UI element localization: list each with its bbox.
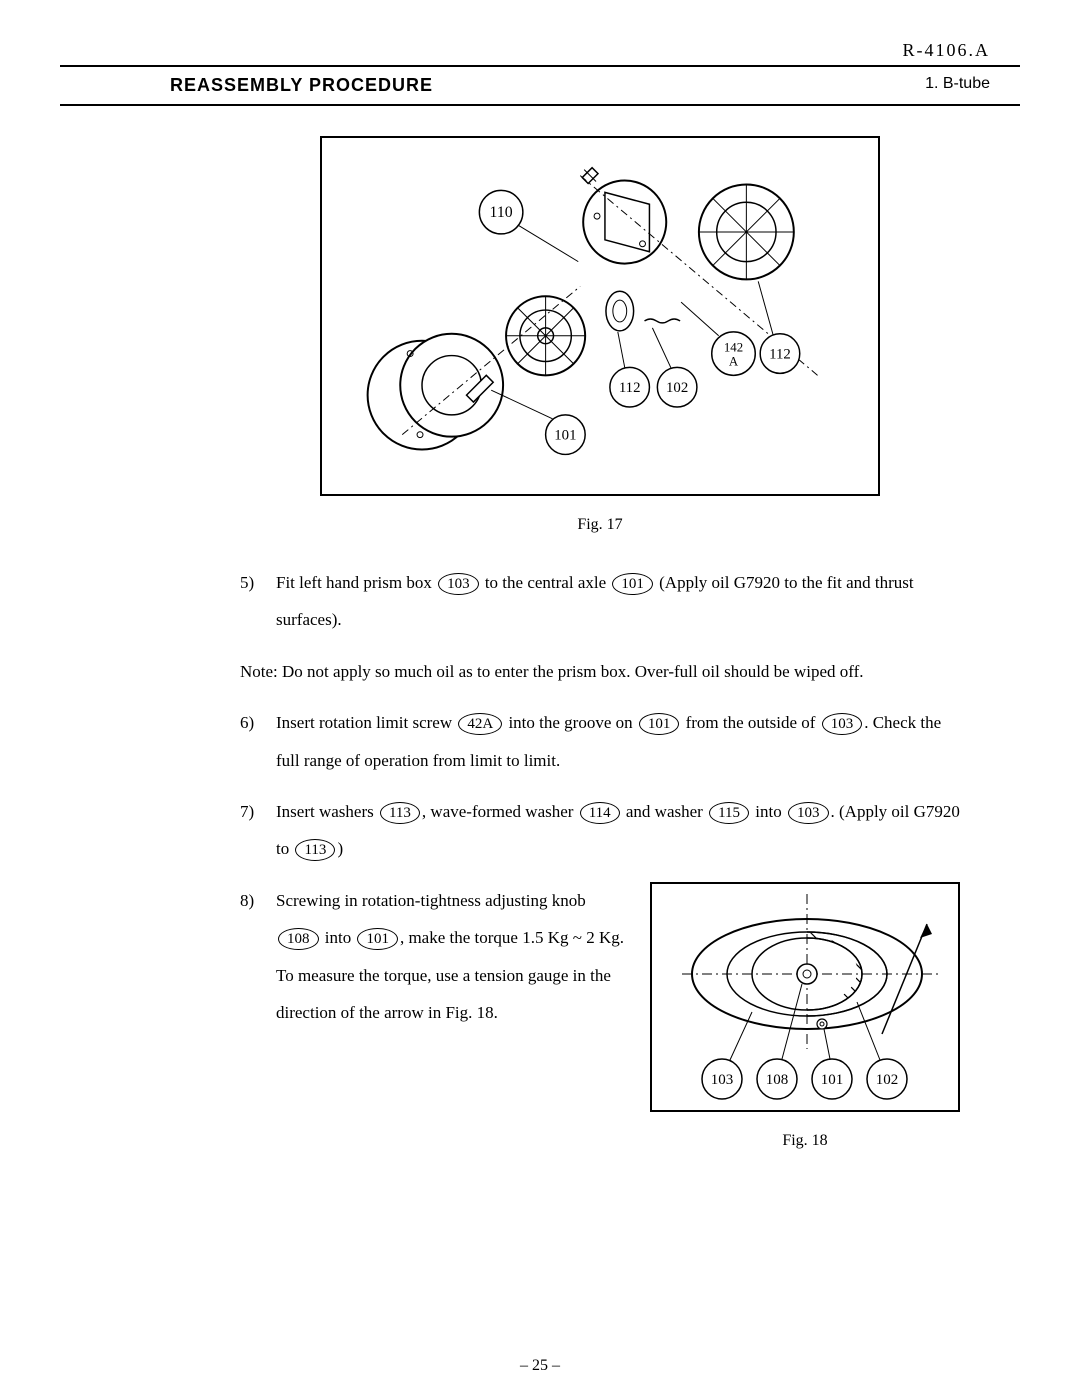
- callout-112b: 112: [769, 347, 791, 363]
- step-8: 8) Screwing in rotation-tightness adjust…: [240, 882, 630, 1032]
- step-6: 6) Insert rotation limit screw 42A into …: [240, 704, 960, 779]
- fig18-col: 103 108 101 102 Fig. 18: [650, 882, 960, 1150]
- ref-103-c: 103: [788, 802, 829, 824]
- step-5-b: to the central axle: [481, 573, 611, 592]
- step-5: 5) Fit left hand prism box 103 to the ce…: [240, 564, 960, 639]
- callout-101: 101: [554, 428, 576, 444]
- step-7: 7) Insert washers 113, wave-formed washe…: [240, 793, 960, 868]
- step-8-textcol: 8) Screwing in rotation-tightness adjust…: [240, 882, 630, 1150]
- step-7-a: Insert washers: [276, 802, 378, 821]
- step-6-text: Insert rotation limit screw 42A into the…: [276, 704, 960, 779]
- step-8-b: into: [321, 928, 356, 947]
- step-6-c: from the outside of: [681, 713, 819, 732]
- step-8-text: Screwing in rotation-tightness adjusting…: [276, 882, 630, 1032]
- callout-102: 102: [666, 380, 688, 396]
- step-7-d: into: [751, 802, 786, 821]
- main-content: 110 101 112 102 142 A 112 Fig. 17: [240, 136, 960, 1150]
- ref-101: 101: [612, 573, 653, 595]
- figure-18-svg: 103 108 101 102: [652, 884, 962, 1114]
- callout-102-f18: 102: [876, 1072, 899, 1088]
- step-7-b: , wave-formed washer: [422, 802, 578, 821]
- callout-101-f18: 101: [821, 1072, 844, 1088]
- callout-112a: 112: [619, 380, 641, 396]
- fig17-caption: Fig. 17: [240, 516, 960, 534]
- ref-108: 108: [278, 928, 319, 950]
- ref-103: 103: [438, 573, 479, 595]
- divider-top-2: [60, 104, 1020, 106]
- step-7-num: 7): [240, 793, 276, 868]
- note: Note: Do not apply so much oil as to ent…: [240, 653, 960, 690]
- page-number: – 25 –: [520, 1357, 560, 1375]
- ref-114: 114: [580, 802, 620, 824]
- step-8-wrap: 8) Screwing in rotation-tightness adjust…: [240, 882, 960, 1150]
- step-7-f: ): [337, 839, 343, 858]
- ref-101-c: 101: [357, 928, 398, 950]
- callout-108-f18: 108: [766, 1072, 789, 1088]
- figure-17: 110 101 112 102 142 A 112: [320, 136, 880, 496]
- step-6-b: into the groove on: [504, 713, 637, 732]
- section-title: REASSEMBLY PROCEDURE: [170, 75, 433, 96]
- header-row: REASSEMBLY PROCEDURE 1. B-tube: [60, 67, 1020, 104]
- callout-142a-line1: 142: [724, 341, 743, 355]
- step-8-a: Screwing in rotation-tightness adjusting…: [276, 891, 586, 910]
- callout-110: 110: [490, 204, 513, 221]
- step-5-num: 5): [240, 564, 276, 639]
- ref-115: 115: [709, 802, 749, 824]
- ref-113-b: 113: [295, 839, 335, 861]
- ref-101-b: 101: [639, 713, 680, 735]
- step-6-a: Insert rotation limit screw: [276, 713, 456, 732]
- step-8-num: 8): [240, 882, 276, 1032]
- ref-42a: 42A: [458, 713, 502, 735]
- step-7-c: and washer: [622, 802, 707, 821]
- doc-number: R-4106.A: [60, 40, 1020, 61]
- step-7-text: Insert washers 113, wave-formed washer 1…: [276, 793, 960, 868]
- callout-142a-line2: A: [729, 354, 739, 368]
- callout-103-f18: 103: [711, 1072, 734, 1088]
- step-6-num: 6): [240, 704, 276, 779]
- figure-18: 103 108 101 102: [650, 882, 960, 1112]
- fig18-caption: Fig. 18: [650, 1132, 960, 1150]
- ref-113: 113: [380, 802, 420, 824]
- step-5-text: Fit left hand prism box 103 to the centr…: [276, 564, 960, 639]
- figure-17-svg: 110 101 112 102 142 A 112: [322, 138, 878, 494]
- section-sub: 1. B-tube: [925, 75, 990, 96]
- ref-103-b: 103: [822, 713, 863, 735]
- step-5-a: Fit left hand prism box: [276, 573, 436, 592]
